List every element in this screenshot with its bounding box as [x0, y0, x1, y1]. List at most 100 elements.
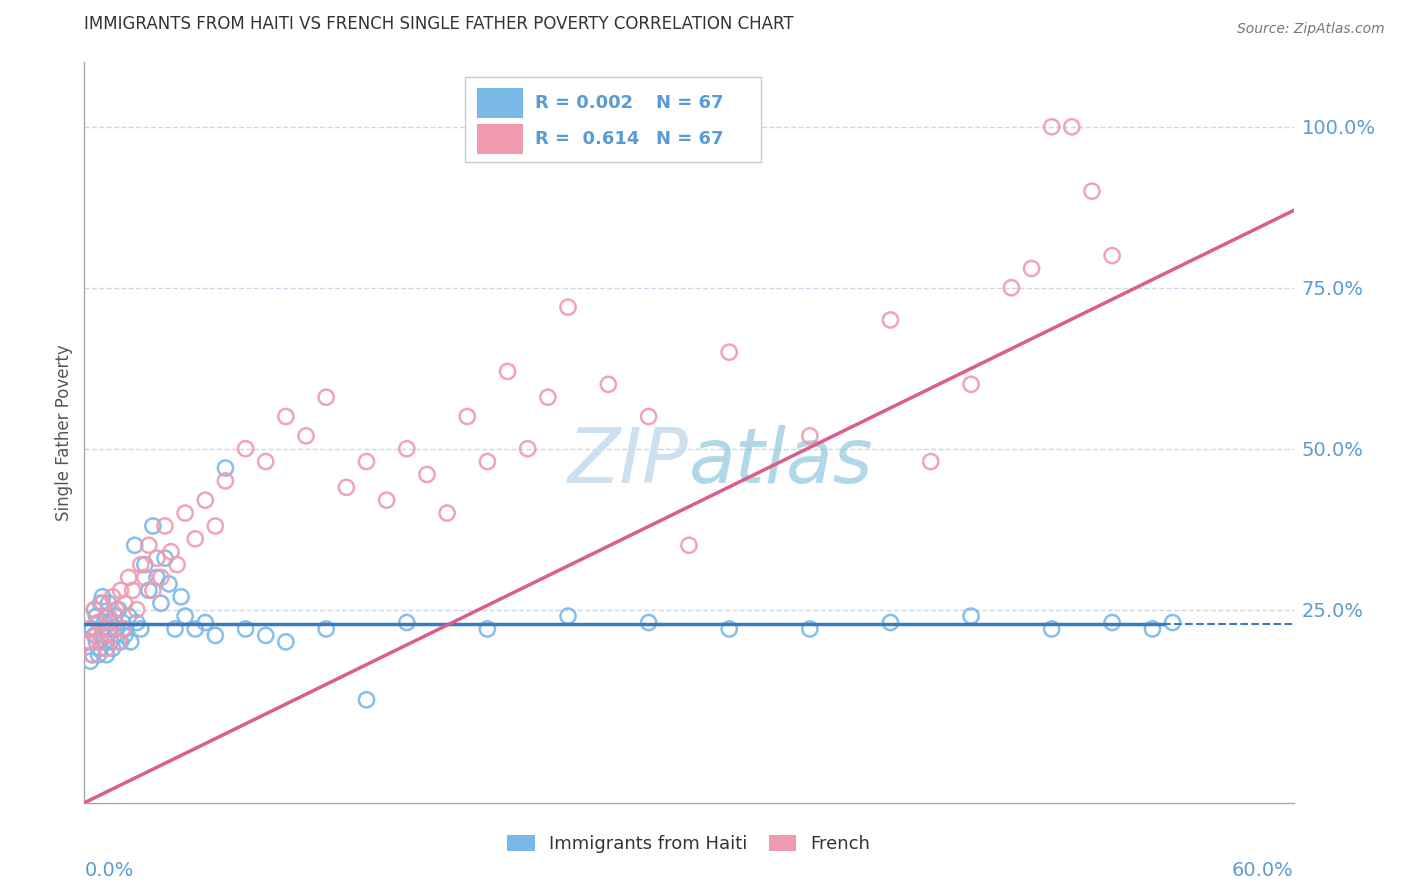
Point [436, 506, 458, 520]
Point [718, 622, 741, 636]
Point [254, 628, 277, 642]
Point [96, 609, 118, 624]
Point [1161, 615, 1184, 630]
Point [235, 442, 257, 456]
Text: IMMIGRANTS FROM HAITI VS FRENCH SINGLE FATHER POVERTY CORRELATION CHART: IMMIGRANTS FROM HAITI VS FRENCH SINGLE F… [84, 15, 794, 33]
Point [146, 570, 169, 584]
Point [149, 570, 172, 584]
Point [184, 532, 207, 546]
Text: 0.0%: 0.0% [84, 861, 134, 880]
Point [637, 409, 659, 424]
Point [718, 345, 741, 359]
Point [1101, 615, 1123, 630]
Point [93, 635, 115, 649]
Point [557, 609, 579, 624]
Text: 60.0%: 60.0% [1232, 861, 1294, 880]
Point [166, 558, 188, 572]
Point [1000, 281, 1022, 295]
Point [214, 474, 236, 488]
Point [138, 583, 160, 598]
Point [97, 622, 120, 636]
Point [598, 377, 620, 392]
Point [86, 628, 108, 642]
Point [637, 615, 659, 630]
Point [295, 429, 318, 443]
Point [1081, 184, 1104, 198]
Point [557, 300, 579, 314]
FancyBboxPatch shape [465, 78, 762, 162]
Point [129, 622, 152, 636]
Point [194, 615, 217, 630]
Point [124, 538, 146, 552]
Point [516, 442, 538, 456]
Point [86, 609, 108, 624]
Point [93, 615, 115, 630]
Point [142, 519, 165, 533]
Point [134, 570, 156, 584]
Point [184, 622, 207, 636]
Point [118, 609, 141, 624]
Point [110, 583, 132, 598]
Point [89, 635, 111, 649]
Point [114, 628, 136, 642]
Text: N = 67: N = 67 [657, 95, 724, 112]
Text: R = 0.002: R = 0.002 [536, 95, 634, 112]
Point [456, 409, 478, 424]
Point [356, 693, 378, 707]
Point [82, 622, 104, 636]
Text: R =  0.614: R = 0.614 [536, 129, 640, 148]
Point [129, 558, 152, 572]
Point [315, 390, 337, 404]
Point [121, 583, 143, 598]
Point [87, 615, 110, 630]
Point [125, 615, 148, 630]
Point [138, 538, 160, 552]
Point [110, 635, 132, 649]
Point [920, 454, 942, 468]
Point [101, 641, 124, 656]
Point [153, 551, 176, 566]
Point [160, 545, 183, 559]
Point [89, 641, 111, 656]
Point [87, 615, 110, 630]
Point [134, 558, 156, 572]
Point [1021, 261, 1043, 276]
Point [120, 635, 142, 649]
Point [87, 648, 110, 662]
Point [174, 506, 197, 520]
Text: Source: ZipAtlas.com: Source: ZipAtlas.com [1237, 22, 1385, 37]
FancyBboxPatch shape [478, 88, 523, 118]
Point [91, 590, 114, 604]
Point [274, 409, 297, 424]
Point [79, 654, 101, 668]
Point [93, 622, 115, 636]
Y-axis label: Single Father Poverty: Single Father Poverty [55, 344, 73, 521]
Point [1040, 120, 1063, 134]
Point [105, 602, 128, 616]
Point [335, 480, 357, 494]
Text: ZIP: ZIP [568, 425, 689, 500]
Point [77, 635, 100, 649]
Point [356, 454, 378, 468]
Point [204, 519, 226, 533]
Point [83, 628, 105, 642]
Point [416, 467, 439, 482]
Point [91, 622, 114, 636]
Point [1142, 622, 1164, 636]
Point [214, 461, 236, 475]
Point [100, 635, 122, 649]
Point [315, 622, 337, 636]
Point [879, 313, 901, 327]
Point [254, 454, 277, 468]
Point [1040, 622, 1063, 636]
Point [86, 635, 108, 649]
Point [165, 622, 187, 636]
Point [799, 622, 821, 636]
Point [1101, 249, 1123, 263]
Point [395, 442, 418, 456]
Point [107, 635, 129, 649]
Point [395, 615, 418, 630]
Point [89, 596, 111, 610]
Point [97, 596, 120, 610]
Point [82, 648, 104, 662]
